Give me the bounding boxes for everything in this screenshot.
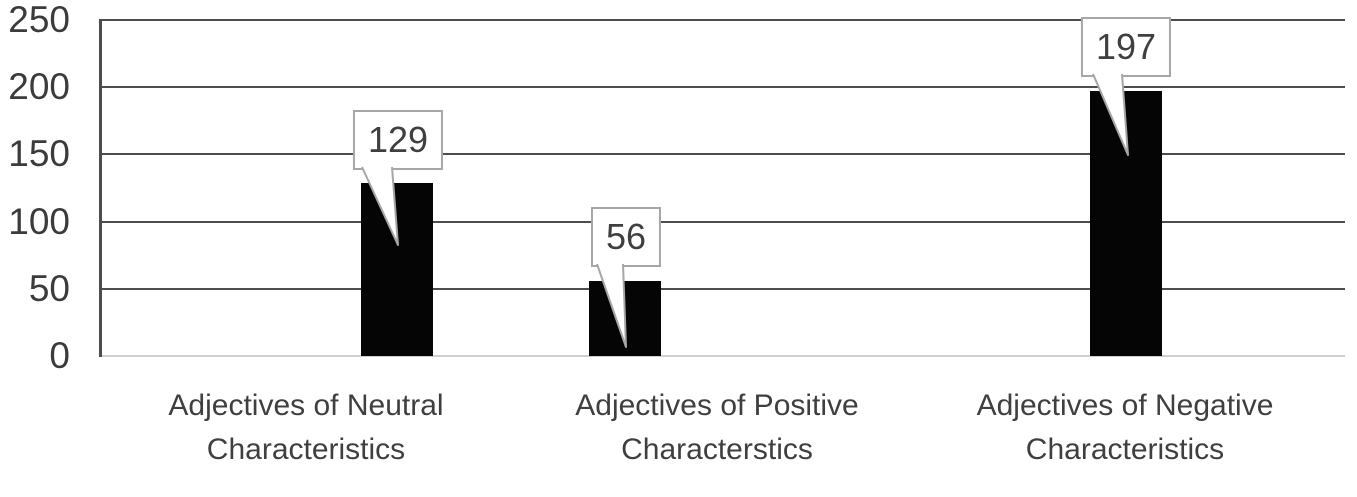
x-axis-category-label: Adjectives of Negative Characteristics: [976, 389, 1274, 466]
data-label-callout: 129: [352, 110, 444, 170]
y-axis-tick-label: 100: [8, 200, 70, 242]
bar: [1090, 91, 1162, 356]
y-axis-tick-label: 250: [8, 0, 70, 40]
gridline: [100, 19, 1345, 21]
gridline: [100, 153, 1345, 156]
bar: [361, 182, 433, 356]
data-label-callout: 197: [1080, 17, 1172, 77]
x-axis-category-label: Adjectives of Neutral Characteristics: [168, 389, 444, 466]
gridline: [100, 86, 1345, 89]
gridline: [100, 287, 1345, 290]
gridline: [100, 220, 1345, 223]
y-axis-tick-label: 50: [28, 267, 70, 309]
y-axis-tick-label: 0: [49, 335, 70, 376]
x-axis-baseline: [100, 355, 1345, 357]
y-axis-tick-label: 200: [8, 66, 70, 108]
bar: [589, 280, 661, 356]
data-label-callout: 56: [590, 207, 662, 267]
y-axis-line: [99, 19, 102, 357]
x-axis-category-label: Adjectives of Positive Characterstics: [575, 389, 859, 466]
y-axis-tick-label: 150: [8, 133, 70, 175]
